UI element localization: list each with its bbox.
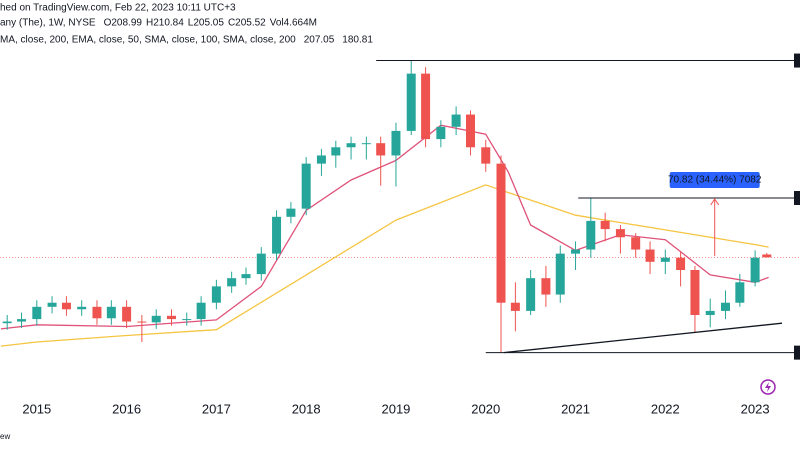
plot — [0, 53, 800, 409]
ohlc-value: O208.99 — [104, 18, 143, 29]
candle-body — [600, 220, 610, 230]
measure-label: 70.82 (34.44%) 7082 — [668, 175, 762, 186]
moving-average — [0, 184, 769, 347]
candle-body — [77, 306, 87, 310]
candle-body — [586, 220, 596, 250]
candle-body — [391, 130, 401, 156]
candle-body — [286, 208, 296, 217]
symbol: any (The), 1W, NYSE — [0, 18, 96, 29]
x-tick-label: 2020 — [471, 401, 500, 416]
indicator-value: 207.05 — [304, 35, 335, 46]
candle-body — [571, 249, 581, 254]
candle-body — [301, 163, 311, 209]
candle-body — [615, 229, 625, 238]
candle-body — [137, 321, 147, 323]
candle-body — [376, 143, 386, 156]
icon-bolt[interactable] — [765, 382, 771, 392]
candle-body — [705, 310, 715, 315]
candle-body — [510, 302, 520, 311]
candle-body — [32, 306, 42, 320]
candle-body — [47, 302, 57, 307]
candle-body — [122, 306, 132, 322]
candle-body — [106, 306, 116, 319]
x-tick-label: 2018 — [292, 401, 321, 416]
candle-body — [735, 282, 745, 303]
candle-body — [227, 278, 237, 287]
candle-body — [211, 286, 221, 303]
arrow-head — [710, 198, 720, 206]
candle-body — [272, 216, 282, 254]
candle-body — [182, 319, 192, 321]
level-handle — [794, 345, 800, 360]
candle-body — [406, 73, 416, 131]
candle-body — [61, 302, 71, 310]
x-tick-label: 2019 — [381, 401, 410, 416]
candle-body — [762, 254, 772, 258]
candle-body — [346, 143, 356, 148]
alert-icon[interactable] — [760, 379, 776, 395]
trendline — [503, 322, 783, 354]
indicator-value: 180.81 — [342, 35, 373, 46]
candle-body — [151, 315, 161, 323]
candle-body — [2, 321, 12, 324]
candle-body — [676, 257, 686, 270]
level-handle — [794, 53, 800, 68]
x-tick-label: 2017 — [202, 401, 231, 416]
candle-body — [421, 73, 431, 140]
candle-body — [451, 114, 461, 127]
candle-body — [645, 249, 655, 262]
ohlc-value: H210.84 — [146, 18, 184, 29]
candle-body — [555, 253, 565, 295]
candle-body — [361, 143, 371, 145]
candle-body — [316, 155, 326, 164]
candle-body — [331, 147, 341, 156]
ohlc-value: C205.52 — [228, 18, 266, 29]
x-tick-label: 2021 — [561, 401, 590, 416]
candle-body — [17, 319, 27, 322]
candle-body — [196, 302, 206, 320]
footer: ew — [0, 432, 10, 441]
candle-body — [465, 114, 475, 148]
x-tick-label: 2016 — [112, 401, 141, 416]
candle-body — [690, 270, 700, 315]
candle-body — [750, 257, 760, 283]
candle-body — [631, 237, 641, 250]
x-tick-label: 2022 — [651, 401, 680, 416]
ohlc-value: L205.05 — [188, 18, 225, 29]
candle-body — [166, 315, 176, 320]
indicators: MA, close, 200, EMA, close, 50, SMA, clo… — [0, 35, 296, 46]
candle-body — [496, 163, 506, 303]
level-handle — [794, 191, 800, 205]
candle-body — [541, 278, 551, 295]
ohlc-value: Vol4.664M — [270, 18, 317, 29]
x-tick-label: 2023 — [741, 401, 770, 416]
candle-body — [720, 302, 730, 311]
candle-body — [481, 147, 491, 164]
candle-body — [526, 278, 536, 311]
candle-body — [241, 274, 251, 279]
candle-body — [256, 253, 266, 275]
icon-circle[interactable] — [760, 379, 776, 395]
candle-body — [436, 126, 446, 140]
header: hed on TradingView.com, Feb 22, 2023 10:… — [0, 3, 236, 14]
x-tick-label: 2015 — [22, 401, 51, 416]
measure-label-box — [669, 172, 760, 188]
candle-body — [92, 306, 102, 319]
candle-body — [660, 257, 670, 262]
